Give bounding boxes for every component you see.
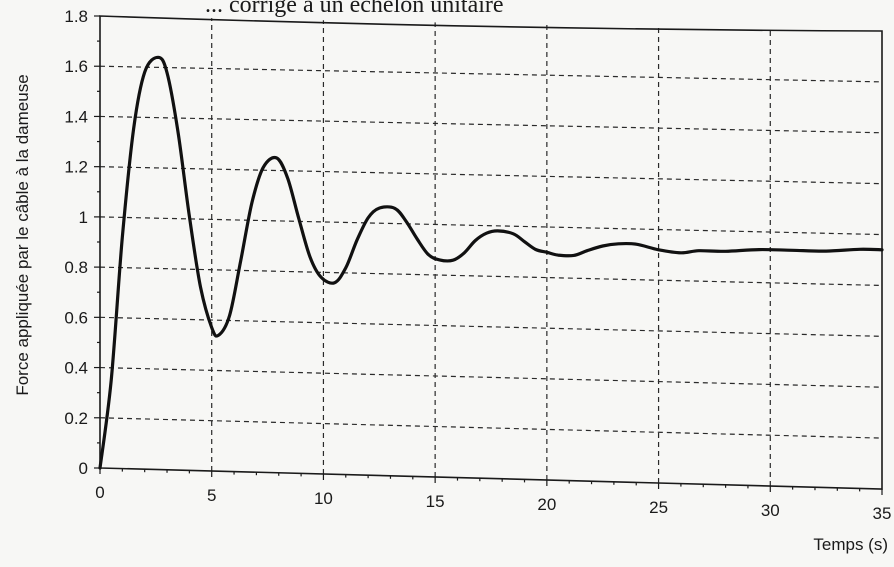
x-tick-label: 5 xyxy=(207,486,216,505)
y-gridline xyxy=(99,316,883,337)
y-tick-label: 0.2 xyxy=(64,409,88,428)
y-gridline xyxy=(99,266,883,287)
x-tick-label: 0 xyxy=(95,483,104,502)
chart-title: ... corrigé à un échelon unitaire xyxy=(205,0,504,18)
plot-frame xyxy=(99,15,883,490)
gridlines xyxy=(99,18,883,486)
y-tick-label: 1 xyxy=(79,208,88,227)
x-tick-label: 30 xyxy=(761,501,780,520)
y-tick-label: 0.8 xyxy=(64,258,88,277)
x-tick-label: 15 xyxy=(426,492,445,511)
y-tick-label: 1.6 xyxy=(64,57,88,76)
y-tick-label: 0.4 xyxy=(64,359,88,378)
x-tick-label: 25 xyxy=(649,498,668,517)
x-axis-label: Temps (s) xyxy=(813,535,888,554)
x-tick-label: 35 xyxy=(873,504,892,523)
series-group xyxy=(98,55,884,470)
y-gridline xyxy=(99,166,883,185)
y-gridline xyxy=(99,216,883,236)
axis-ticks: 0 0.2 0.4 0.6 0.8 1 1.2 1.4 1.6 1.8 0 5 10 15 20 25 30 35 xyxy=(64,7,891,523)
x-tick-label: 10 xyxy=(314,489,333,508)
y-tick-label: 1.2 xyxy=(64,158,88,177)
series-line-force xyxy=(98,55,884,470)
y-gridline xyxy=(99,65,883,83)
y-tick-label: 1.8 xyxy=(64,7,88,26)
y-axis-label: Force appliquée par le câble à la dameus… xyxy=(13,74,32,395)
y-gridline xyxy=(99,366,883,388)
y-tick-label: 0.6 xyxy=(64,308,88,327)
y-tick-label: 0 xyxy=(79,459,88,478)
y-gridline xyxy=(99,417,883,439)
y-tick-label: 1.4 xyxy=(64,107,88,126)
axes-frame xyxy=(99,15,883,490)
x-tick-label: 20 xyxy=(537,495,556,514)
y-gridline xyxy=(99,115,883,134)
